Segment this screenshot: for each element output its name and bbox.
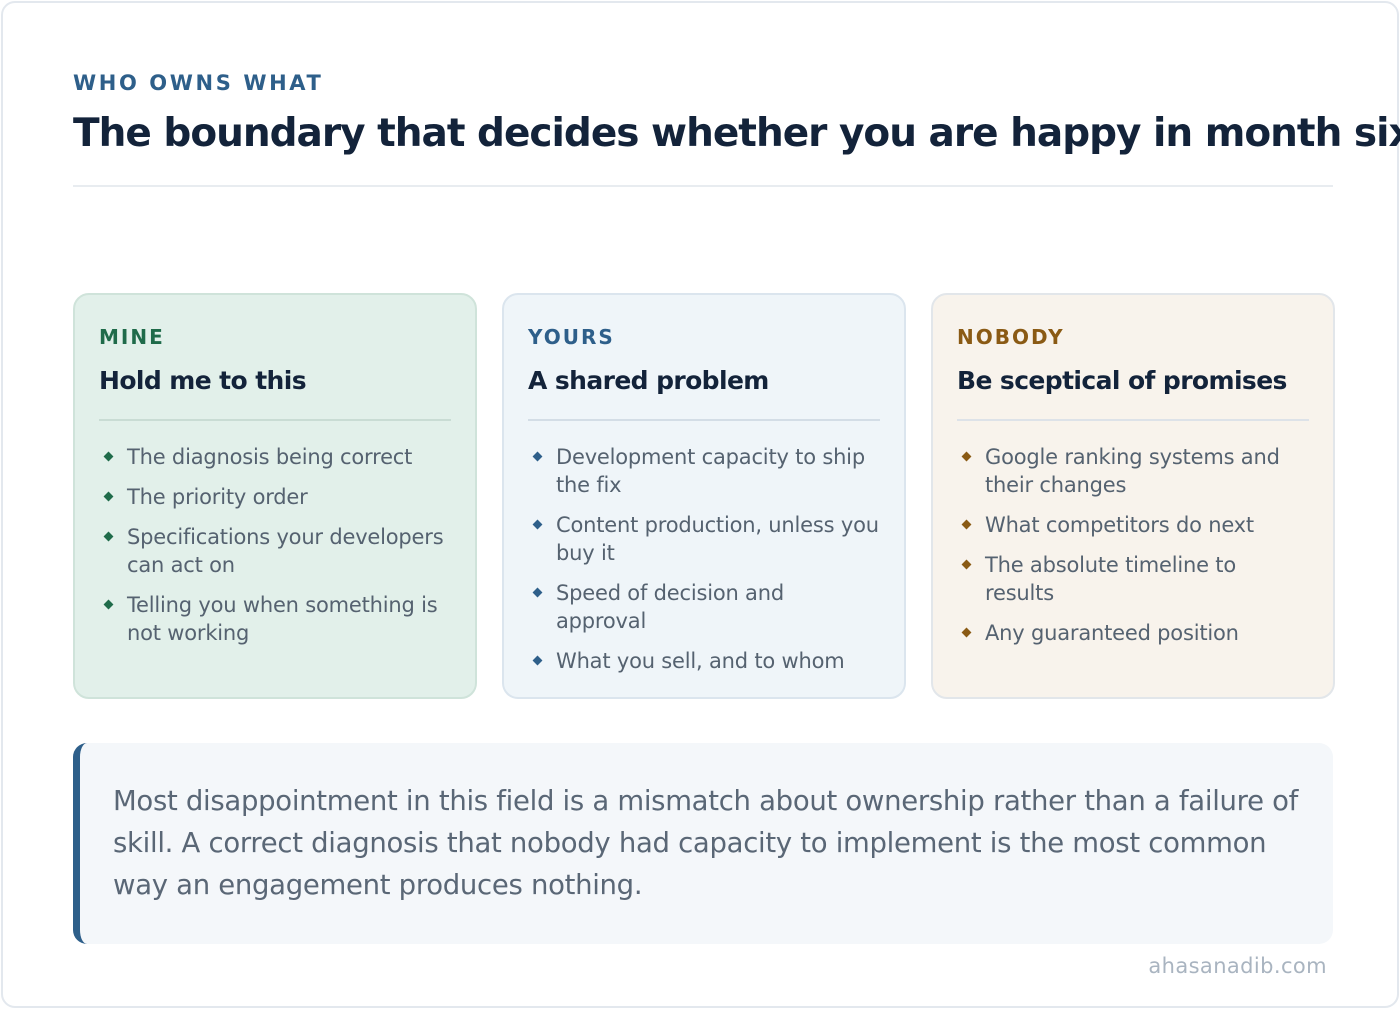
diamond-bullet-icon — [532, 587, 543, 598]
list-item: The diagnosis being correct — [99, 443, 451, 471]
diamond-bullet-icon — [961, 451, 972, 462]
card-divider — [528, 419, 880, 421]
page-title: The boundary that decides whether you ar… — [73, 111, 1400, 156]
list-item-text: Content production, unless you buy it — [556, 513, 879, 565]
diamond-bullet-icon — [961, 559, 972, 570]
list-item-text: Speed of decision and approval — [556, 581, 784, 633]
site-credit: ahasanadib.com — [1148, 954, 1327, 978]
diamond-bullet-icon — [961, 519, 972, 530]
list-item: Speed of decision and approval — [528, 579, 880, 635]
card-heading: A shared problem — [528, 366, 769, 395]
list-item-text: The absolute timeline to results — [985, 553, 1236, 605]
list-item-text: Development capacity to ship the fix — [556, 445, 865, 497]
card-yours: YOURS A shared problem Development capac… — [502, 293, 906, 699]
list-item-text: What you sell, and to whom — [556, 649, 845, 673]
list-item-text: The diagnosis being correct — [127, 445, 413, 469]
diamond-bullet-icon — [103, 451, 114, 462]
card-list: Development capacity to ship the fix Con… — [528, 443, 880, 675]
list-item: What you sell, and to whom — [528, 647, 880, 675]
list-item-text: Any guaranteed position — [985, 621, 1239, 645]
list-item: What competitors do next — [957, 511, 1309, 539]
card-heading: Hold me to this — [99, 366, 307, 395]
list-item-text: Specifications your developers can act o… — [127, 525, 444, 577]
card-mine: MINE Hold me to this The diagnosis being… — [73, 293, 477, 699]
diamond-bullet-icon — [532, 451, 543, 462]
card-nobody: NOBODY Be sceptical of promises Google r… — [931, 293, 1335, 699]
list-item: The priority order — [99, 483, 451, 511]
diamond-bullet-icon — [103, 531, 114, 542]
card-divider — [99, 419, 451, 421]
diamond-bullet-icon — [103, 599, 114, 610]
diamond-bullet-icon — [532, 519, 543, 530]
diamond-bullet-icon — [103, 491, 114, 502]
card-list: The diagnosis being correct The priority… — [99, 443, 451, 647]
diamond-bullet-icon — [961, 627, 972, 638]
diamond-bullet-icon — [532, 655, 543, 666]
list-item-text: The priority order — [127, 485, 308, 509]
list-item: Google ranking systems and their changes — [957, 443, 1309, 499]
list-item-text: Google ranking systems and their changes — [985, 445, 1280, 497]
card-kicker: YOURS — [528, 325, 615, 349]
eyebrow-label: WHO OWNS WHAT — [73, 71, 324, 95]
callout-text: Most disappointment in this field is a m… — [113, 785, 1299, 901]
list-item-text: Telling you when something is not workin… — [127, 593, 438, 645]
card-kicker: MINE — [99, 325, 165, 349]
list-item: Content production, unless you buy it — [528, 511, 880, 567]
card-list: Google ranking systems and their changes… — [957, 443, 1309, 647]
card-heading: Be sceptical of promises — [957, 366, 1287, 395]
callout-quote: Most disappointment in this field is a m… — [73, 743, 1333, 944]
header-divider — [73, 185, 1333, 187]
card-kicker: NOBODY — [957, 325, 1065, 349]
list-item: Specifications your developers can act o… — [99, 523, 451, 579]
list-item: The absolute timeline to results — [957, 551, 1309, 607]
list-item: Telling you when something is not workin… — [99, 591, 451, 647]
list-item-text: What competitors do next — [985, 513, 1254, 537]
card-divider — [957, 419, 1309, 421]
list-item: Development capacity to ship the fix — [528, 443, 880, 499]
list-item: Any guaranteed position — [957, 619, 1309, 647]
